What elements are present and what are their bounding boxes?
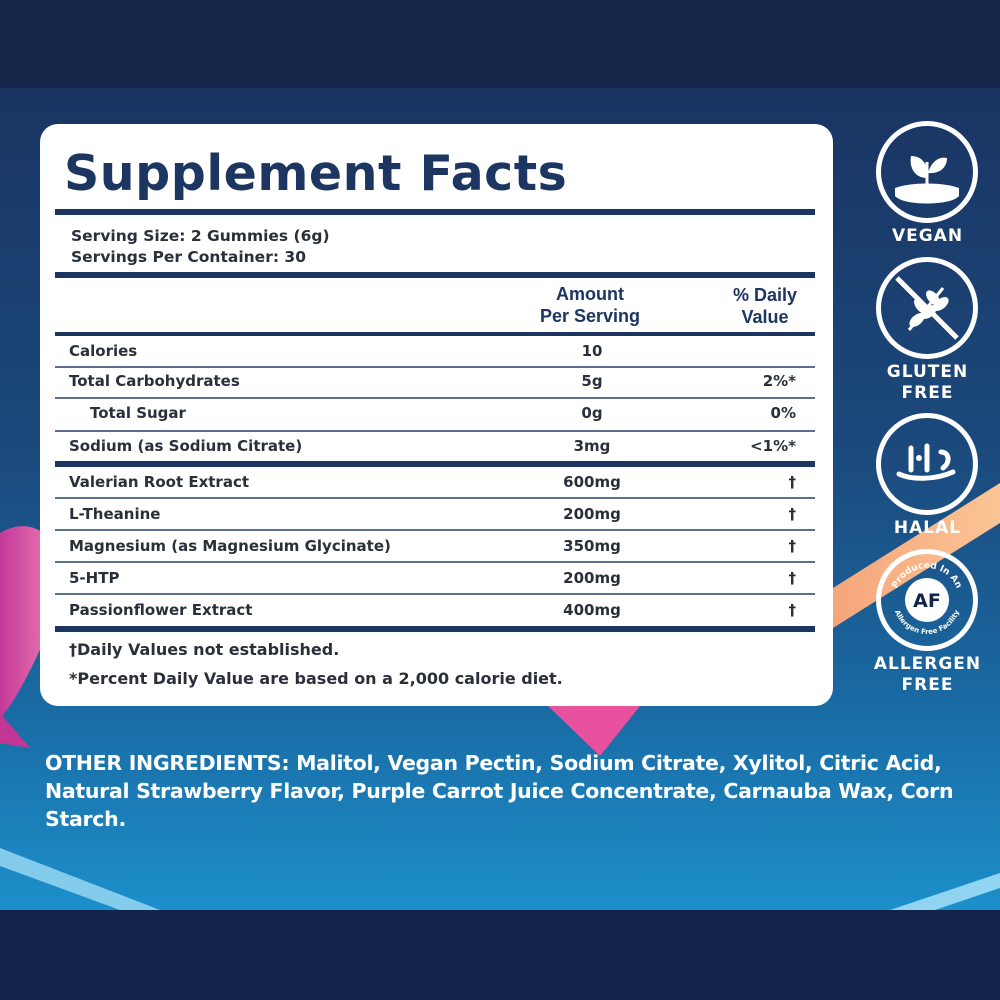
row-label: Calories: [69, 342, 138, 360]
allergen-free-icon: Produced In An Allergen Free Facility AF: [891, 561, 964, 636]
footnote-percent-daily-value: *Percent Daily Value are based on a 2,00…: [69, 669, 563, 688]
vegan-badge: [876, 121, 978, 223]
vegan-leaf-icon: [895, 156, 959, 204]
row-amount: 600mg: [563, 473, 621, 491]
row-divider: [55, 397, 815, 399]
row-amount: 3mg: [573, 437, 611, 455]
row-label: L-Theanine: [69, 505, 161, 523]
row-divider: [55, 593, 815, 595]
bottom-right-streak: [890, 873, 1000, 910]
divider-under-servings: [55, 272, 815, 278]
row-divider: [55, 430, 815, 432]
footnote-dagger: †Daily Values not established.: [69, 640, 340, 659]
servings-per-container: Servings Per Container: 30: [71, 248, 306, 266]
halal-badge: [876, 413, 978, 515]
divider-above-footnotes: [55, 626, 815, 632]
amount-header-line2: Per Serving: [539, 306, 641, 326]
amount-header-line1: Amount: [556, 284, 624, 304]
row-label: Passionflower Extract: [69, 601, 253, 619]
row-daily-value: †: [788, 601, 797, 619]
other-ingredients: OTHER INGREDIENTS: Malitol, Vegan Pectin…: [45, 751, 954, 831]
gluten-free-label: GLUTEN FREE: [860, 362, 995, 404]
bottom-band: [0, 910, 1000, 1000]
gluten-free-badge: [876, 257, 978, 359]
row-daily-value: <1%*: [750, 437, 796, 455]
dv-header-line1: % Daily: [732, 285, 798, 305]
gluten-free-wheat-icon: [895, 276, 959, 340]
gluten-free-label-line2: FREE: [901, 383, 954, 403]
row-label: 5-HTP: [69, 569, 120, 587]
allergen-free-label-line1: ALLERGEN: [873, 654, 982, 674]
row-amount: 350mg: [563, 537, 621, 555]
halal-icon: [896, 443, 956, 481]
allergen-free-label: ALLERGEN FREE: [860, 654, 995, 696]
row-amount: 200mg: [563, 505, 621, 523]
row-daily-value: †: [788, 473, 797, 491]
dv-header-line2: Value: [741, 307, 789, 327]
seal-center-text: AF: [913, 590, 941, 612]
row-daily-value: †: [788, 537, 797, 555]
row-divider: [55, 561, 815, 563]
bottom-left-streak: [0, 848, 160, 910]
allergen-free-badge: Produced In An Allergen Free Facility AF: [876, 549, 978, 651]
row-amount: 0g: [581, 404, 603, 422]
row-daily-value: 0%: [770, 404, 796, 422]
top-band: [0, 0, 1000, 88]
row-amount: 400mg: [563, 601, 621, 619]
row-label: Magnesium (as Magnesium Glycinate): [69, 537, 391, 555]
row-label: Total Carbohydrates: [69, 372, 240, 390]
row-daily-value: 2%*: [762, 372, 796, 390]
center-pink-wedge: [548, 706, 640, 756]
section-divider: [55, 461, 815, 467]
row-daily-value: †: [788, 505, 797, 523]
row-divider: [55, 497, 815, 499]
row-divider: [55, 529, 815, 531]
row-label: Sodium (as Sodium Citrate): [69, 437, 303, 455]
row-amount: 200mg: [563, 569, 621, 587]
divider-under-title: [55, 209, 815, 215]
row-amount: 5g: [581, 372, 603, 390]
divider-under-headers: [55, 332, 815, 336]
row-divider: [55, 366, 815, 368]
row-label: Total Sugar: [90, 404, 186, 422]
row-label: Valerian Root Extract: [69, 473, 250, 491]
amount-per-serving-header: Amount Per Serving: [530, 283, 650, 327]
panel-title: Supplement Facts: [64, 145, 568, 202]
supplement-facts-panel: Supplement Facts Serving Size: 2 Gummies…: [40, 124, 833, 706]
allergen-free-label-line2: FREE: [901, 675, 954, 695]
row-daily-value: †: [788, 569, 797, 587]
serving-size: Serving Size: 2 Gummies (6g): [71, 227, 330, 245]
vegan-label: VEGAN: [891, 226, 964, 246]
gluten-free-label-line1: GLUTEN: [886, 362, 969, 382]
daily-value-header: % Daily Value: [710, 284, 820, 328]
left-pink-tip: [0, 713, 30, 748]
row-amount: 10: [581, 342, 603, 360]
halal-label: HALAL: [893, 518, 962, 538]
